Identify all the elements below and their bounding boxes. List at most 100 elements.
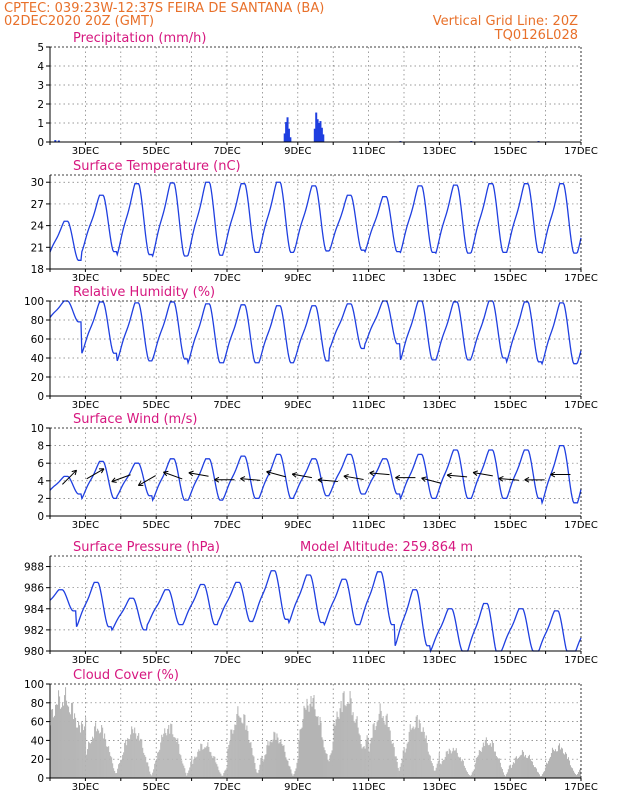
cloud-bar — [446, 750, 448, 778]
wind-arrow-head — [395, 474, 401, 481]
cloud-bar — [161, 734, 163, 778]
wind-arrow — [86, 468, 105, 480]
x-tick-label: 17DEC — [564, 146, 598, 157]
cloud-bar — [158, 751, 160, 778]
series-line — [49, 300, 582, 366]
cloud-bar — [186, 775, 188, 778]
cloud-bar — [418, 719, 420, 778]
cloud-bar — [198, 749, 200, 778]
cloud-bar — [187, 772, 189, 778]
cloud-bar — [74, 713, 76, 778]
relative-humidity-panel: Relative Humidity (%) 0 20 40 60 80 100 3DEC 5DE… — [24, 285, 598, 411]
cloud-bar — [555, 751, 558, 778]
cloud-bar — [536, 771, 538, 778]
precipitation-panel: Precipitation (mm/h) 0 1 2 3 4 5 3DEC 5DEC 7DEC 9D… — [37, 31, 598, 157]
cloud-bar — [107, 746, 109, 778]
cloud-bar — [101, 725, 103, 778]
cloud-bar — [254, 762, 256, 778]
cloud-bar — [126, 745, 128, 778]
cloud-bar — [574, 774, 577, 778]
cloud-bar — [160, 742, 162, 778]
cloud-bar — [118, 764, 120, 778]
cloud-bar — [171, 724, 173, 778]
cloud-bar — [483, 746, 485, 778]
surface-temperature-panel: Surface Temperature (nC) 18 21 24 27 30 3DEC 5D… — [31, 159, 598, 284]
cloud-bar — [75, 717, 77, 778]
cloud-bar — [72, 702, 74, 778]
wind-arrow-shaft — [62, 469, 77, 485]
cloud-bar — [531, 761, 533, 778]
cloud-bar — [532, 765, 534, 778]
cloud-bar — [494, 751, 496, 778]
y-tick-label: 80 — [31, 698, 44, 710]
cloud-bar — [100, 732, 102, 778]
cloud-bar — [56, 704, 58, 778]
x-tick-label: 9DEC — [284, 520, 311, 531]
panel-title: Relative Humidity (%) — [73, 285, 215, 300]
cloud-bar — [284, 751, 286, 778]
cloud-bar — [365, 739, 367, 778]
wind-arrow-shaft — [163, 471, 183, 480]
wind-arrow — [498, 476, 519, 482]
cloud-bar — [153, 769, 155, 778]
cloud-bar — [225, 769, 227, 778]
cloud-bar — [511, 764, 513, 778]
cloud-bar — [142, 747, 144, 778]
cloud-bar — [271, 742, 273, 778]
cloud-bar — [283, 745, 285, 778]
cloud-bar — [98, 730, 100, 778]
cloud-bar — [218, 770, 220, 778]
cloud-bar — [491, 740, 493, 778]
wind-arrow-head — [317, 477, 323, 483]
cloud-bar — [135, 733, 137, 778]
cloud-bar — [239, 717, 241, 778]
wind-arrow-head — [446, 472, 452, 479]
series-line — [49, 444, 582, 506]
cloud-bar — [59, 696, 61, 778]
cloud-bar — [470, 774, 472, 778]
y-tick-label: 40 — [31, 735, 44, 747]
wind-arrow — [472, 470, 493, 477]
wind-arrow-shaft — [421, 477, 442, 484]
x-tick-label: 13DEC — [423, 273, 457, 284]
cloud-bar — [292, 775, 294, 778]
cloud-bar — [267, 740, 269, 778]
cloud-bar — [415, 716, 417, 778]
cloud-bar — [172, 734, 174, 778]
cloud-bar — [559, 749, 562, 778]
cloud-bar — [389, 730, 391, 778]
cloud-bar — [181, 760, 183, 778]
cloud-bar — [465, 770, 467, 778]
cloud-bar — [477, 755, 479, 778]
cloud-bar — [384, 724, 386, 778]
cloud-bar — [92, 736, 94, 778]
cloud-bar — [484, 740, 486, 778]
cloud-bar — [280, 739, 282, 778]
cloud-bar — [459, 757, 461, 778]
cloud-bar — [448, 748, 450, 778]
cloud-bar — [535, 768, 537, 778]
cloud-bar — [289, 766, 291, 778]
wind-arrow-shaft — [138, 475, 156, 486]
cloud-bar — [139, 740, 141, 778]
cloud-bar — [182, 763, 184, 778]
cloud-bar — [472, 770, 474, 778]
wind-arrow-shaft — [369, 472, 390, 476]
cloud-bar — [240, 717, 242, 778]
cloud-bar — [196, 756, 198, 778]
cloud-bar — [572, 770, 575, 778]
cloud-bar — [304, 707, 306, 778]
cloud-bar — [202, 749, 204, 778]
cloud-bar — [443, 759, 445, 778]
y-tick-label: 0 — [37, 511, 44, 523]
panel-title: Surface Pressure (hPa) — [73, 540, 220, 555]
precip-bar — [289, 137, 292, 142]
wind-arrow-head — [163, 470, 169, 477]
cloud-bar — [458, 757, 460, 778]
x-tick-label: 3DEC — [72, 273, 99, 284]
cloud-bar — [274, 732, 276, 778]
cloud-bar — [252, 755, 254, 778]
cloud-bar — [235, 724, 237, 778]
cloud-bar — [346, 703, 348, 778]
cloud-bar — [136, 738, 138, 778]
